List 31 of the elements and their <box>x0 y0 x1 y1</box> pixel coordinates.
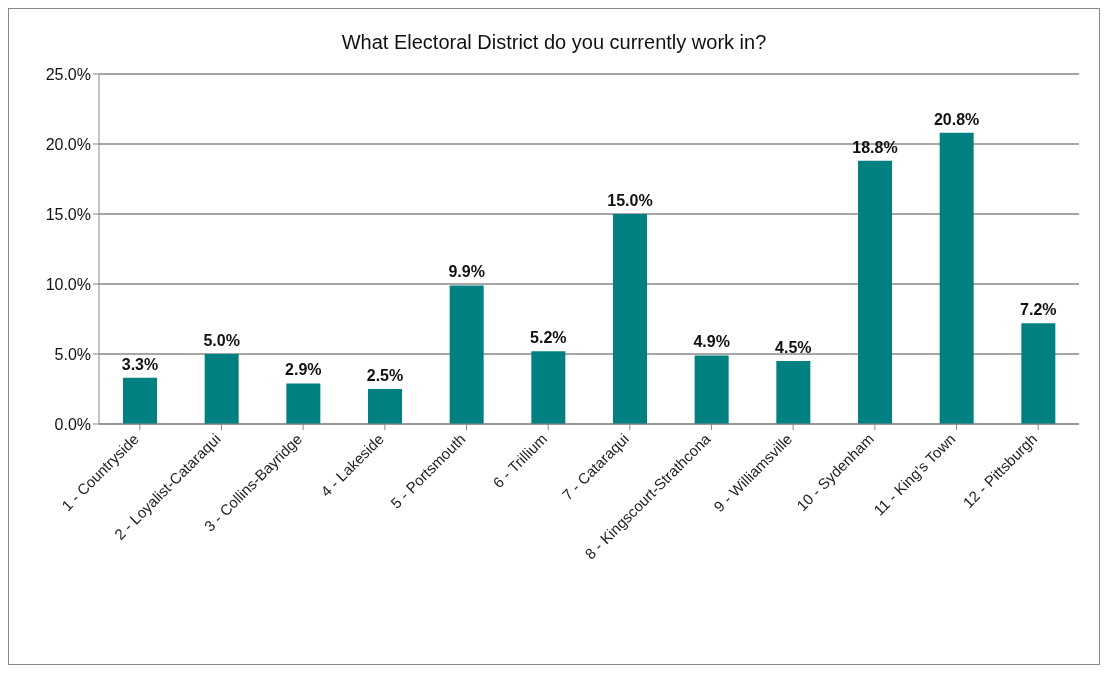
bar <box>694 355 729 424</box>
data-label: 20.8% <box>933 110 980 128</box>
bar <box>531 351 566 424</box>
data-label: 18.8% <box>852 138 898 156</box>
bar <box>286 383 321 424</box>
y-tick-label: 25.0% <box>45 65 91 83</box>
y-tick-label: 10.0% <box>45 275 91 293</box>
y-tick-label: 5.0% <box>54 345 91 363</box>
y-tick-label: 20.0% <box>45 135 91 153</box>
data-label: 3.3% <box>121 355 159 373</box>
data-label: 4.9% <box>693 333 730 351</box>
data-label: 2.9% <box>285 361 322 379</box>
bar <box>368 389 402 424</box>
bar <box>858 160 892 424</box>
bar <box>939 132 974 424</box>
bar <box>449 285 484 424</box>
data-label: 5.2% <box>530 329 567 347</box>
data-label: 5.0% <box>203 332 240 349</box>
chart-title: What Electoral District do you currently work in? <box>340 30 768 54</box>
y-tick-label: 15.0% <box>45 205 91 223</box>
bar <box>204 354 239 424</box>
data-label: 15.0% <box>607 192 653 209</box>
bar <box>1021 323 1056 424</box>
y-tick-label: 0.0% <box>54 415 91 433</box>
data-label: 7.2% <box>1020 301 1057 319</box>
data-label: 2.5% <box>366 367 404 384</box>
bar <box>123 377 157 424</box>
bar <box>613 214 647 424</box>
data-label: 9.9% <box>448 263 485 281</box>
data-label: 4.5% <box>775 339 812 356</box>
bar <box>776 361 811 424</box>
